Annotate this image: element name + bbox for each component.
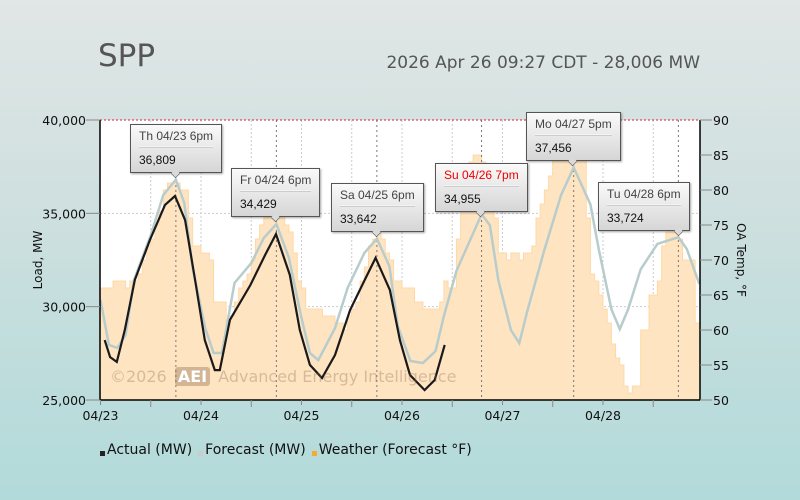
actual-line — [103, 194, 446, 392]
tooltip-value: 34,955 — [444, 186, 519, 211]
page-title: SPP — [98, 38, 156, 74]
x-tick-label: 04/26 — [384, 408, 420, 423]
weather-area — [100, 133, 701, 401]
tooltip-label: Fr 04/24 6pm — [240, 169, 312, 191]
y2-tick-label: 55 — [713, 358, 729, 373]
tooltip-label: Mo 04/27 5pm — [535, 113, 612, 135]
tooltip-value: 36,809 — [139, 147, 214, 172]
tooltip-peak: Mo 04/27 5pm 37,456 — [526, 112, 621, 161]
legend-item-weather[interactable]: Weather (Forecast °F) — [311, 442, 472, 458]
status-subtitle: 2026 Apr 26 09:27 CDT - 28,006 MW — [386, 53, 700, 73]
legend-swatch — [100, 450, 105, 456]
legend-label: Forecast (MW) — [205, 442, 306, 458]
legend-label: Weather (Forecast °F) — [318, 442, 472, 458]
watermark-name: Advanced Energy Intelligence — [218, 367, 457, 386]
axes-ticks: 04/23 04/24 04/25 04/26 04/27 04/28 25,000 30,0… — [42, 113, 729, 423]
y-tick-label: 30,000 — [42, 300, 86, 315]
y-axis-label: Load, MW — [31, 231, 45, 290]
tooltip-label: Su 04/26 7pm — [444, 164, 519, 186]
y2-tick-label: 70 — [713, 253, 729, 268]
x-tick-label: 04/24 — [183, 408, 219, 423]
legend-swatch — [311, 450, 317, 456]
y2-tick-label: 90 — [713, 113, 729, 128]
y2-tick-label: 85 — [713, 148, 729, 163]
tooltip-peak-today: Su 04/26 7pm 34,955 — [435, 163, 528, 212]
x-tick-label: 04/27 — [484, 408, 520, 423]
y-tick-label: 35,000 — [42, 206, 86, 221]
y2-tick-label: 65 — [713, 288, 729, 303]
tooltip-label: Tu 04/28 6pm — [607, 183, 681, 205]
x-tick-label: 04/25 — [283, 408, 319, 423]
y2-tick-label: 50 — [713, 393, 729, 408]
watermark: ©2026 AEI Advanced Energy Intelligence — [110, 367, 456, 386]
legend-swatch — [198, 450, 204, 456]
x-tick-label: 04/28 — [585, 408, 621, 423]
tooltip-label: Sa 04/25 6pm — [340, 184, 415, 206]
tooltip-label: Th 04/23 6pm — [139, 125, 214, 147]
legend-item-actual[interactable]: Actual (MW) — [100, 442, 192, 458]
aei-logo: AEI — [174, 367, 211, 386]
legend: Actual (MW) Forecast (MW) Weather (Forec… — [100, 442, 472, 458]
y2-tick-label: 75 — [713, 218, 729, 233]
legend-item-forecast[interactable]: Forecast (MW) — [198, 442, 306, 458]
tooltip-peak: Fr 04/24 6pm 34,429 — [231, 168, 321, 217]
tooltip-peak: Tu 04/28 6pm 33,724 — [598, 182, 690, 231]
tooltip-value: 33,724 — [607, 205, 681, 230]
x-tick-label: 04/23 — [82, 408, 118, 423]
tooltip-value: 34,429 — [240, 191, 312, 216]
forecast-line — [99, 164, 701, 365]
tooltip-peak: Sa 04/25 6pm 33,642 — [331, 183, 424, 232]
y2-axis-label: OA Temp, °F — [734, 223, 748, 297]
tooltip-value: 33,642 — [340, 206, 415, 231]
y2-tick-label: 80 — [713, 183, 729, 198]
tooltip-value: 37,456 — [535, 135, 612, 160]
legend-label: Actual (MW) — [107, 442, 193, 458]
watermark-copyright: ©2026 — [110, 367, 167, 386]
y2-tick-label: 60 — [713, 323, 729, 338]
y-tick-label: 25,000 — [42, 393, 86, 408]
y-tick-label: 40,000 — [42, 113, 86, 128]
tooltip-peak: Th 04/23 6pm 36,809 — [130, 124, 223, 173]
